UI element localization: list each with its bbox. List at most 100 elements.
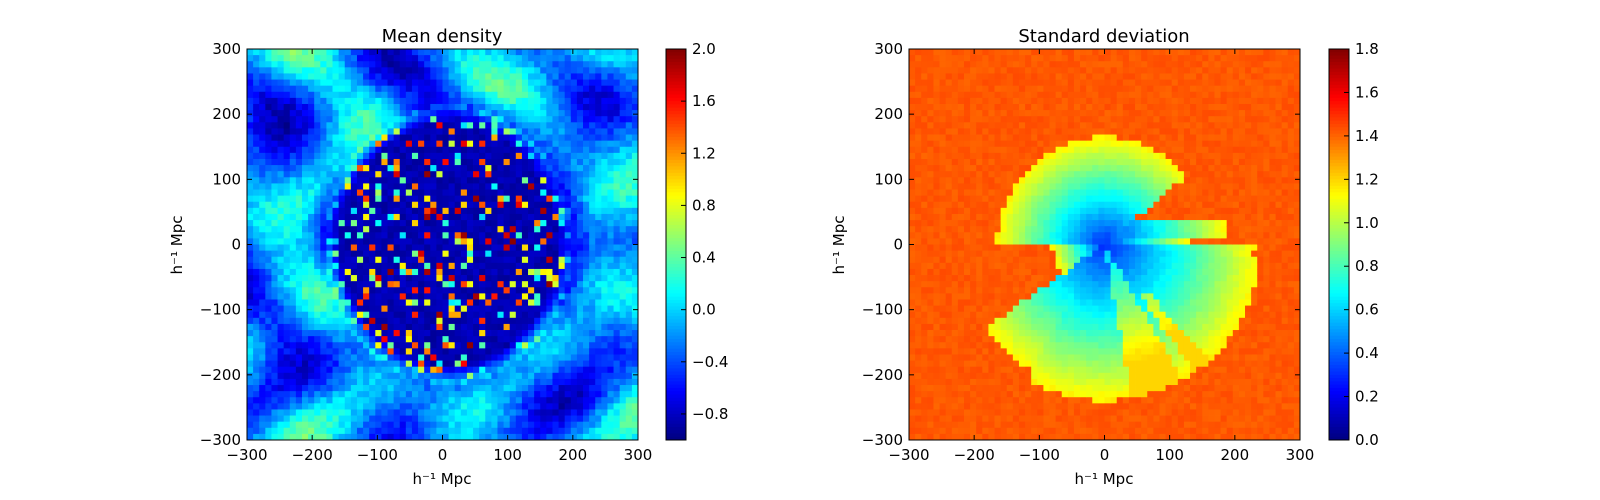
heatmap-cell [583,336,590,343]
heatmap-cell [485,299,492,306]
heatmap-cell [945,268,953,276]
heatmap-cell [356,378,364,386]
heatmap-cell [552,256,559,264]
heatmap-cell [308,305,315,313]
heatmap-cell [271,67,278,74]
heatmap-cell [558,140,566,148]
heatmap-cell [939,61,947,68]
heatmap-cell [528,140,535,148]
heatmap-cell [344,256,352,264]
heatmap-cell [607,61,614,68]
heatmap-cell [951,354,959,361]
heatmap-cell [607,244,614,252]
heatmap-cell [546,256,553,264]
heatmap-cell [963,354,971,361]
heatmap-cell [552,403,559,410]
heatmap-cell [436,213,443,221]
heatmap-cell [363,378,370,386]
heatmap-cell [265,158,272,166]
heatmap-cell [326,177,333,184]
heatmap-cell [521,262,529,270]
heatmap-cell [909,287,916,294]
heatmap-cell [485,189,492,197]
heatmap-cell [436,397,443,404]
heatmap-cell [485,67,492,74]
heatmap-cell [576,336,584,343]
heatmap-cell [283,403,291,410]
heatmap-cell [381,67,388,74]
heatmap-cell [393,134,401,142]
heatmap-cell [356,146,364,154]
heatmap-cell [314,73,321,80]
heatmap-cell [970,85,977,93]
heatmap-cell [558,330,566,337]
heatmap-cell [595,348,602,355]
heatmap-cell [442,281,450,288]
heatmap-cell [295,128,303,135]
heatmap-cell [314,232,321,239]
heatmap-cell [308,140,315,148]
heatmap-cell [393,226,401,233]
heatmap-cell [601,250,608,258]
heatmap-cell [332,91,340,99]
heatmap-cell [540,372,547,380]
heatmap-cell [466,275,474,282]
heatmap-cell [314,226,321,233]
heatmap-cell [485,226,492,233]
heatmap-cell [540,146,547,154]
colorbar-segment [666,417,686,421]
heatmap-cell [460,391,468,398]
heatmap-cell [583,342,590,349]
heatmap-cell [259,146,266,154]
heatmap-cell [473,256,480,264]
heatmap-cell [399,293,407,300]
heatmap-cell [454,152,462,160]
heatmap-cell [454,49,462,56]
heatmap-cell [951,305,959,313]
heatmap-cell [558,171,566,178]
heatmap-cell [970,165,977,172]
heatmap-cell [338,281,346,288]
heatmap-cell [356,122,364,129]
heatmap-cell [963,385,971,392]
heatmap-cell [301,55,309,62]
heatmap-cell [418,287,425,294]
heatmap-cell [595,336,602,343]
heatmap-cell [338,391,346,398]
heatmap-cell [933,140,940,148]
mean-density-title: Mean density [382,26,503,47]
heatmap-cell [970,275,977,282]
heatmap-cell [909,385,916,392]
heatmap-cell [265,391,272,398]
colorbar-segment [666,277,686,281]
heatmap-cell [564,366,572,374]
heatmap-cell [363,183,370,190]
heatmap-cell [460,372,468,380]
heatmap-cell [454,91,462,99]
heatmap-cell [473,299,480,306]
colorbar-segment [666,345,686,350]
heatmap-cell [356,397,364,404]
heatmap-cell [558,409,566,416]
heatmap-cell [387,134,395,142]
heatmap-cell [308,323,315,331]
heatmap-cell [265,427,272,435]
heatmap-cell [301,409,309,416]
heatmap-cell [265,244,272,252]
heatmap-cell [393,55,401,62]
heatmap-cell [951,372,959,380]
heatmap-cell [915,256,922,264]
heatmap-cell [963,366,971,374]
heatmap-cell [552,73,559,80]
heatmap-cell [338,146,346,154]
heatmap-cell [491,403,498,410]
heatmap-cell [521,146,529,154]
heatmap-cell [534,195,541,203]
heatmap-cell [552,372,559,380]
heatmap-cell [399,177,407,184]
heatmap-cell [253,49,260,56]
heatmap-cell [570,293,578,300]
heatmap-cell [601,73,608,80]
heatmap-cell [265,305,272,313]
heatmap-cell [436,49,443,56]
